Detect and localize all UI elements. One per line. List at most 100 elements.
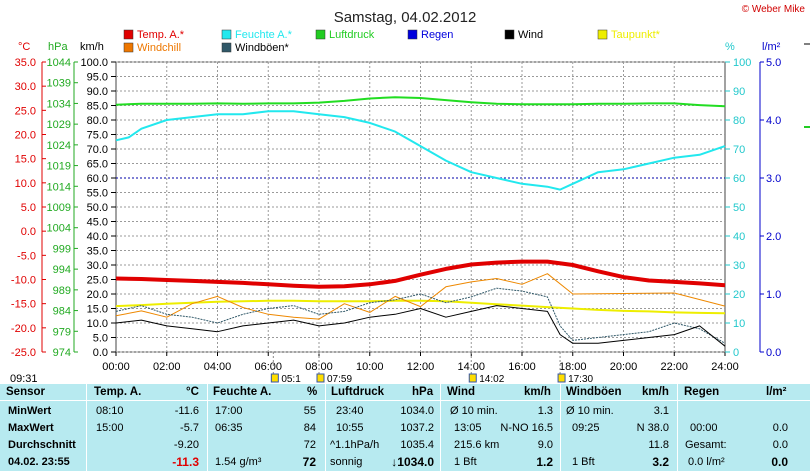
x-tick-label: 24:00 [711,361,739,373]
max-gust-value: N 38.0 [636,422,669,434]
x-tick-label: 00:00 [102,361,130,373]
pressure-trend: ^1.1hPa/h [330,439,380,451]
legend-label: Wind [518,29,543,41]
min-humidity-time: 17:00 [215,405,243,417]
humidity-tick-label: 90 [733,86,745,98]
series-lines [115,96,726,347]
current-wind-value: 1.2 [536,455,553,469]
col-header-pressure: Luftdruck [331,386,385,398]
humidity-tick-label: 100 [733,57,751,69]
wind-tick-label: 35.0 [87,246,108,258]
temp-tick-label: 20.0 [15,130,36,142]
col-header-wind: Wind [447,386,475,398]
max-pressure-time: 10:55 [336,422,364,434]
x-tick-label: 14:00 [457,361,485,373]
col-header-pressure-unit: hPa [412,386,434,398]
x-tick-label: 22:00 [660,361,688,373]
min-gust-value: 3.1 [653,405,669,417]
humidity-tick-label: 60 [733,173,745,185]
humidity-tick-label: 70 [733,144,745,156]
wind-tick-label: 70.0 [87,144,108,156]
row-label-avg: Durchschnitt [8,439,76,451]
max-rain-time: 00:00 [690,422,718,434]
pressure-tick-label: 979 [53,326,71,338]
legend-label: Regen [421,29,453,41]
series-line-wind [115,305,726,347]
x-tick-label: 02:00 [153,361,181,373]
series-line-windchill [115,273,726,320]
pressure-tick-label: 999 [53,243,71,255]
current-pressure-value: ↓1034.0 [391,455,434,469]
col-header-rain: Regen [684,386,720,398]
min-temp-value: -11.6 [174,405,199,417]
temp-tick-label: -25.0 [11,347,36,359]
max-wind-time: 13:05 [454,422,482,434]
series-line-luftdruck [115,96,726,108]
max-pressure-value: 1037.2 [400,422,434,434]
min-pressure-time: 23:40 [336,405,364,417]
legend-swatch [221,42,232,53]
sun-icon [316,373,325,383]
wind-tick-label: 0.0 [93,347,108,359]
temp-tick-label: -5.0 [17,250,36,262]
wind-tick-label: 45.0 [87,217,108,229]
wind-tick-label: 80.0 [87,115,108,127]
axis-unit-labels: °C hPa km/h % l/m² [18,41,781,53]
legend-swatch [504,29,515,40]
humidity-tick-label: 30 [733,260,745,272]
series-line-feuchtea [115,110,726,191]
marker-label: 07:59 [327,374,352,384]
legend-label: Feuchte A.* [235,29,293,41]
legend-swatch [315,29,326,40]
col-header-gust: Windböen [566,386,622,398]
tick-labels: 100.095.090.085.080.075.070.065.060.055.… [11,57,781,373]
max-humidity-value: 84 [303,422,316,434]
pressure-tick-label: 989 [53,285,71,297]
pressure-tick-label: 984 [53,306,71,318]
x-tick-label: 16:00 [508,361,536,373]
legend-label: Taupunkt* [611,29,661,41]
wind-tick-label: 95.0 [87,72,108,84]
temp-tick-label: 10.0 [15,178,36,190]
panel-divider [560,384,561,471]
rain-unit-label: l/m² [762,41,781,53]
x-tick-label: 12:00 [407,361,435,373]
max-gust-time: 09:25 [572,422,600,434]
pressure-tick-label: 1039 [47,78,71,90]
temp-tick-label: 15.0 [15,154,36,166]
current-wind-bft: 1 Bft [454,456,477,468]
col-header-rain-unit: l/m² [766,386,787,398]
wind-tick-label: 65.0 [87,159,108,171]
avg-wind-value: 9.0 [537,439,553,451]
wind-tick-label: 85.0 [87,101,108,113]
temp-tick-label: 25.0 [15,105,36,117]
wind-tick-label: 10.0 [87,318,108,330]
max-rain-value: 0.0 [772,422,788,434]
marker-label: 05:1 [281,374,301,384]
temp-tick-label: 5.0 [21,202,36,214]
temp-tick-label: 30.0 [15,81,36,93]
chart-title: Samstag, 04.02.2012 [334,9,477,26]
wind-unit-label: km/h [80,41,104,53]
sun-icon [557,373,566,383]
current-rain-amount: 0.0 l/m² [688,456,725,468]
humidity-tick-label: 10 [733,318,745,330]
temp-tick-label: 35.0 [15,57,36,69]
rain-tick-label: 4.0 [766,115,781,127]
panel-divider [0,400,810,401]
panel-divider [677,384,678,471]
max-humidity-time: 06:35 [215,422,243,434]
pressure-tick-label: 994 [53,264,71,276]
wind-tick-label: 20.0 [87,289,108,301]
col-header-humidity-unit: % [307,386,318,398]
x-tick-label: 20:00 [610,361,638,373]
row-label-max: MaxWert [8,422,54,434]
pressure-tick-label: 1004 [47,223,71,235]
weather-chart: Samstag, 04.02.2012 © Weber Mike Temp. A… [10,4,810,384]
rain-tick-label: 3.0 [766,173,781,185]
pressure-tick-label: 1009 [47,202,71,214]
current-abs-humidity: 1.54 g/m³ [215,456,262,468]
current-gust-value: 3.2 [652,455,669,469]
series-line-tempa [115,259,726,289]
row-label-min: MinWert [8,405,52,417]
